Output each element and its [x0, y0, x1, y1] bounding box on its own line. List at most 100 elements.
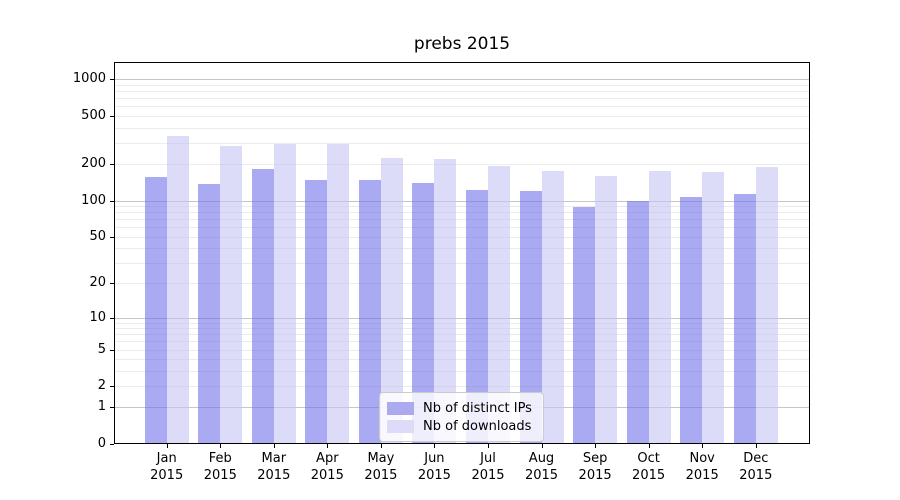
- y-tick-label: 1000: [72, 71, 106, 87]
- x-axis-spine: [114, 443, 810, 444]
- bar-distinct-ips-dec: [733, 194, 756, 443]
- bar-distinct-ips-nov: [680, 197, 703, 443]
- minor-gridline: [115, 328, 809, 330]
- x-tick-mark: [220, 444, 222, 448]
- legend-label-distinct-ips: Nb of distinct IPs: [423, 400, 532, 416]
- bar-downloads-sep: [595, 175, 618, 443]
- minor-gridline: [115, 212, 809, 214]
- x-tick-label-jul: Jul 2015: [471, 451, 505, 483]
- chart-title: prebs 2015: [413, 34, 511, 54]
- x-tick-mark: [434, 444, 436, 448]
- y-tick-mark: [110, 200, 114, 202]
- x-tick-mark: [702, 444, 704, 448]
- minor-gridline: [115, 283, 809, 285]
- y-tick-mark: [110, 116, 114, 117]
- minor-gridline: [115, 98, 809, 100]
- y-tick-mark: [110, 79, 114, 81]
- y-tick-label: 50: [89, 228, 106, 244]
- minor-gridline: [115, 164, 809, 166]
- bar-downloads-may: [380, 158, 403, 443]
- minor-gridline: [115, 322, 809, 324]
- major-gridline: [115, 200, 809, 202]
- major-gridline: [115, 79, 809, 81]
- x-tick-label-oct: Oct 2015: [632, 451, 666, 483]
- bar-downloads-nov: [702, 172, 725, 443]
- bar-downloads-apr: [327, 144, 350, 443]
- x-tick-mark: [595, 444, 597, 448]
- minor-gridline: [115, 262, 809, 264]
- bar-distinct-ips-sep: [573, 207, 596, 443]
- y-tick-label: 10: [89, 309, 106, 325]
- plot-area: [114, 62, 810, 444]
- y-tick-label: 500: [81, 108, 106, 123]
- bar-downloads-jul: [488, 166, 510, 443]
- legend-swatch-distinct-ips: [387, 401, 414, 415]
- minor-gridline: [115, 370, 809, 372]
- bar-distinct-ips-may: [358, 180, 381, 443]
- x-tick-label-apr: Apr 2015: [310, 451, 344, 483]
- legend-entry-distinct-ips: Nb of distinct IPs: [387, 401, 535, 416]
- y-tick-label: 2: [97, 378, 106, 393]
- x-tick-mark: [755, 444, 757, 448]
- bar-distinct-ips-aug: [519, 190, 542, 443]
- x-tick-label-dec: Dec 2015: [739, 451, 773, 483]
- minor-gridline: [115, 349, 809, 351]
- legend-label-downloads: Nb of downloads: [423, 418, 532, 434]
- bar-downloads-jan: [166, 135, 189, 443]
- y-tick-label: 5: [97, 341, 106, 357]
- y-tick-label: 1: [97, 399, 106, 415]
- bar-downloads-jun: [434, 159, 457, 443]
- right-spine: [809, 62, 810, 444]
- minor-gridline: [115, 116, 809, 117]
- y-tick-mark: [110, 236, 114, 238]
- y-tick-mark: [110, 349, 114, 351]
- bar-downloads-aug: [541, 170, 564, 443]
- y-tick-label: 200: [81, 156, 106, 172]
- y-tick-mark: [110, 407, 114, 409]
- legend-entry-downloads: Nb of downloads: [387, 419, 535, 434]
- minor-gridline: [115, 142, 809, 144]
- y-tick-label: 20: [89, 275, 106, 291]
- x-tick-label-mar: Mar 2015: [257, 451, 291, 483]
- minor-gridline: [115, 127, 809, 129]
- bar-downloads-feb: [220, 145, 243, 443]
- minor-gridline: [115, 106, 809, 108]
- bar-downloads-dec: [755, 166, 778, 443]
- x-tick-label-jun: Jun 2015: [417, 451, 451, 483]
- bar-downloads-oct: [648, 170, 671, 443]
- minor-gridline: [115, 248, 809, 249]
- x-tick-mark: [648, 444, 650, 448]
- x-tick-label-jan: Jan 2015: [150, 451, 184, 483]
- x-tick-label-aug: Aug 2015: [524, 451, 559, 483]
- bar-distinct-ips-oct: [626, 200, 649, 443]
- minor-gridline: [115, 85, 809, 86]
- x-tick-mark: [541, 444, 543, 448]
- x-tick-label-sep: Sep 2015: [578, 451, 612, 483]
- x-tick-mark: [488, 444, 489, 448]
- y-tick-mark: [110, 283, 114, 285]
- major-gridline: [115, 317, 809, 319]
- y-axis-spine: [114, 62, 115, 444]
- y-tick-mark: [110, 444, 114, 445]
- x-tick-mark: [327, 444, 329, 448]
- minor-gridline: [115, 334, 809, 336]
- minor-gridline: [115, 386, 809, 387]
- bar-distinct-ips-apr: [305, 180, 328, 443]
- y-tick-label: 0: [97, 436, 106, 451]
- y-tick-mark: [110, 164, 114, 166]
- minor-gridline: [115, 206, 809, 207]
- x-tick-label-nov: Nov 2015: [685, 451, 719, 483]
- bar-distinct-ips-feb: [198, 184, 221, 443]
- bar-downloads-mar: [273, 144, 296, 443]
- x-tick-label-may: May 2015: [364, 451, 398, 483]
- y-tick-mark: [110, 317, 114, 319]
- minor-gridline: [115, 359, 809, 361]
- bar-distinct-ips-jul: [466, 190, 488, 443]
- x-tick-label-feb: Feb 2015: [203, 451, 237, 483]
- x-tick-mark: [166, 444, 168, 448]
- x-tick-mark: [380, 444, 382, 448]
- minor-gridline: [115, 341, 809, 343]
- x-tick-mark: [273, 444, 275, 448]
- y-tick-label: 100: [81, 192, 106, 208]
